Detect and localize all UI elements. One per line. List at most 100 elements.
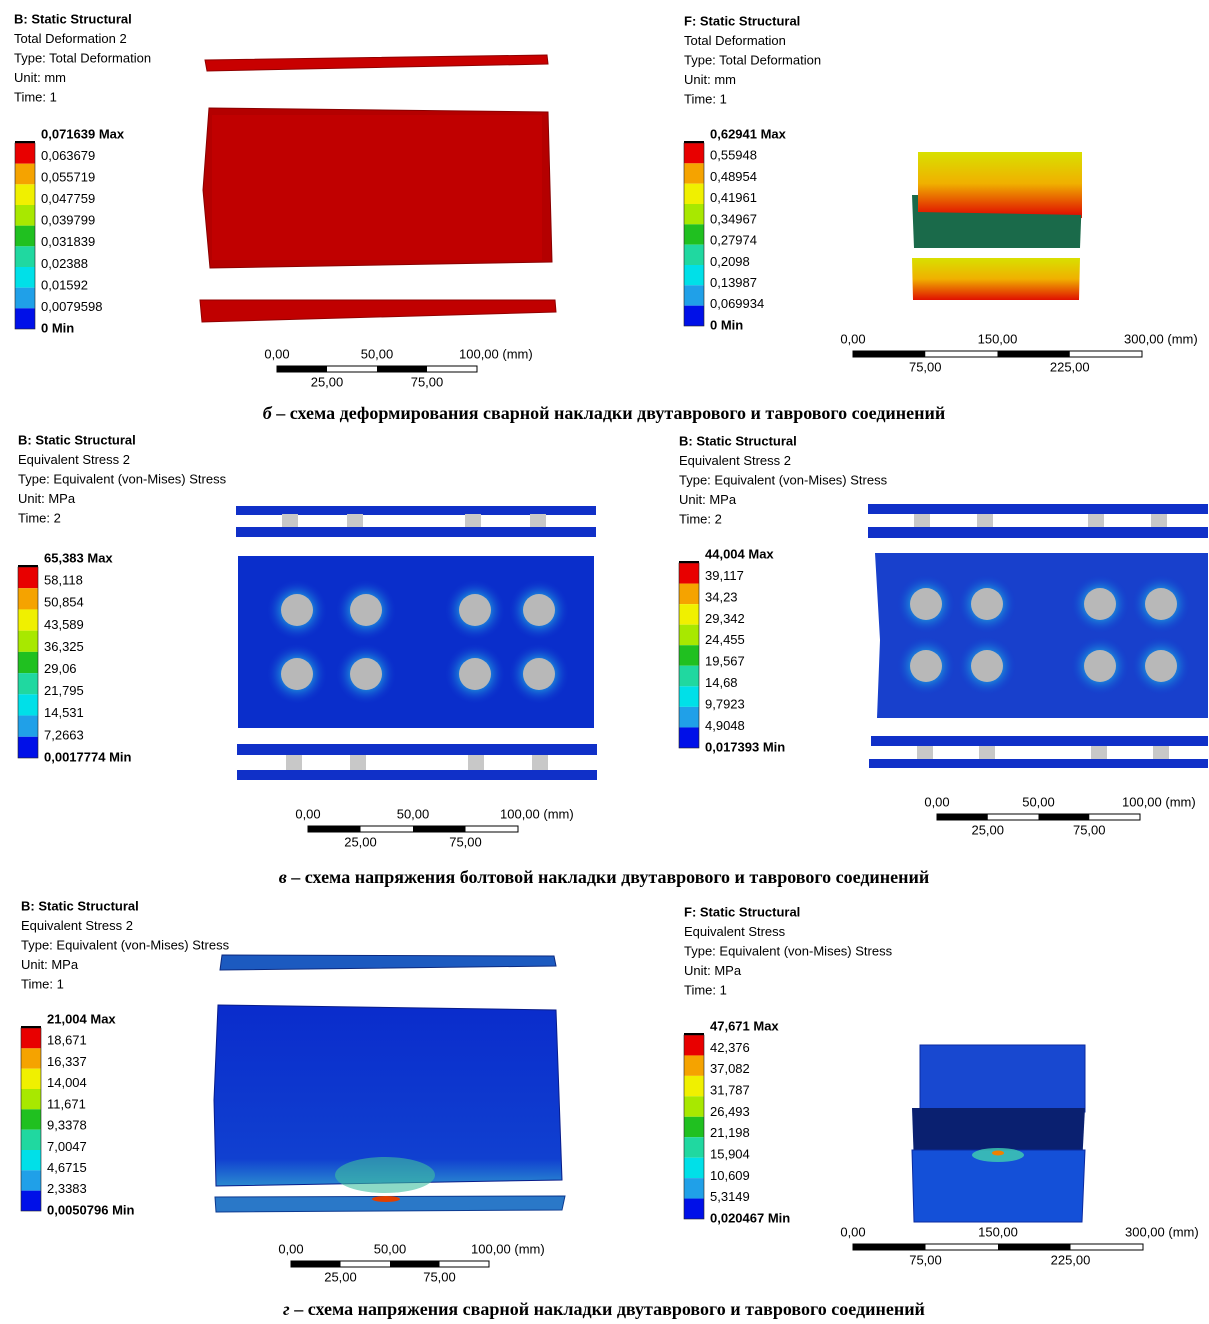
legend-label: 0,13987: [710, 275, 757, 290]
model-part: [237, 744, 597, 755]
legend-label: 0,2098: [710, 254, 750, 269]
legend-label: 0,047759: [41, 191, 95, 206]
scale-label: 75,00: [1073, 822, 1106, 837]
legend-label: 43,589: [44, 617, 84, 632]
legend-label: 0,0017774 Min: [44, 749, 132, 764]
legend-color: [18, 631, 38, 652]
scale-label: 0,00: [924, 794, 949, 809]
scale-segment: [277, 366, 327, 372]
panel-time: Time: 2: [18, 510, 61, 525]
panel-title: F: Static Structural: [684, 904, 800, 919]
legend-label: 36,325: [44, 639, 84, 654]
legend-color: [21, 1191, 41, 1211]
legend-color: [18, 673, 38, 694]
panel-type: Type: Equivalent (von-Mises) Stress: [679, 472, 888, 487]
bolt-hole: [281, 658, 313, 690]
model-part: [920, 1045, 1085, 1112]
scale-label: 100,00 (mm): [500, 806, 574, 821]
caption: б – схема деформирования сварной накладк…: [263, 403, 946, 423]
bolt: [350, 755, 366, 770]
legend-label: 24,455: [705, 632, 745, 647]
legend-color: [684, 1199, 704, 1219]
caption: г – схема напряжения сварной накладки дв…: [283, 1299, 925, 1319]
bolt-hole: [1084, 588, 1116, 620]
scale-label: 25,00: [344, 834, 377, 849]
legend-color: [684, 224, 704, 244]
legend-label: 0,02388: [41, 256, 88, 271]
legend-color: [684, 1055, 704, 1075]
legend-label: 0,55948: [710, 148, 757, 163]
scale-label: 100,00 (mm): [471, 1241, 545, 1256]
legend-color: [15, 308, 35, 329]
bolt-hole: [281, 594, 313, 626]
scale-label: 75,00: [411, 374, 444, 389]
scale-label: 300,00 (mm): [1124, 331, 1198, 346]
bolt: [1153, 746, 1169, 759]
model-part: [220, 955, 556, 970]
panel-type: Type: Total Deformation: [14, 50, 151, 65]
panel-time: Time: 1: [684, 91, 727, 106]
bolt: [282, 514, 298, 528]
bolt: [1088, 514, 1104, 528]
legend-label: 7,0047: [47, 1139, 87, 1154]
legend-color: [18, 694, 38, 715]
legend-color: [679, 666, 699, 687]
bolt-hole: [1145, 588, 1177, 620]
scale-label: 50,00: [397, 806, 430, 821]
bolt-hole: [523, 594, 555, 626]
legend-label: 0,069934: [710, 296, 764, 311]
legend-label: 7,2663: [44, 727, 84, 742]
legend-label: 0,41961: [710, 190, 757, 205]
legend-label: 0,0050796 Min: [47, 1202, 135, 1217]
legend-label: 11,671: [47, 1096, 86, 1111]
bolt: [532, 755, 548, 770]
legend-label: 5,3149: [710, 1189, 750, 1204]
model-part: [236, 527, 596, 537]
legend-label: 0,020467 Min: [710, 1210, 790, 1225]
panel-unit: Unit: MPa: [679, 492, 737, 507]
legend-color: [679, 604, 699, 625]
panel-result: Equivalent Stress 2: [679, 453, 791, 468]
scale-label: 0,00: [295, 806, 320, 821]
caption-text: – схема деформирования сварной накладки …: [272, 403, 946, 423]
bolt-hole: [1145, 650, 1177, 682]
legend-color: [21, 1130, 41, 1150]
scale-label: 50,00: [361, 346, 394, 361]
panel-time: Time: 1: [684, 982, 727, 997]
bolt-hole: [459, 594, 491, 626]
model-part: [237, 770, 597, 780]
bolt-hole: [459, 658, 491, 690]
legend-label: 14,68: [705, 675, 738, 690]
scale-label: 300,00 (mm): [1125, 1224, 1199, 1239]
bolt: [465, 514, 481, 528]
legend-label: 34,23: [705, 589, 738, 604]
panel-time: Time: 1: [14, 89, 57, 104]
panel-title: F: Static Structural: [684, 13, 800, 28]
legend-color: [18, 716, 38, 737]
legend-label: 26,493: [710, 1104, 750, 1119]
legend-color: [684, 306, 704, 326]
scale-label: 75,00: [449, 834, 482, 849]
legend-color: [684, 1035, 704, 1055]
panel-type: Type: Total Deformation: [684, 52, 821, 67]
scale-segment: [308, 826, 361, 832]
scale-label: 75,00: [909, 1252, 942, 1267]
model-part: [869, 759, 1208, 768]
legend-label: 0,039799: [41, 213, 95, 228]
model-part: [205, 55, 548, 71]
legend-label: 0 Min: [710, 317, 743, 332]
legend-label: 4,6715: [47, 1160, 87, 1175]
scale-label: 50,00: [374, 1241, 407, 1256]
scale-label: 25,00: [971, 822, 1004, 837]
legend-label: 9,3378: [47, 1118, 87, 1133]
panel-time: Time: 1: [21, 976, 64, 991]
bolt-hole: [1084, 650, 1116, 682]
panel-type: Type: Equivalent (von-Mises) Stress: [684, 943, 893, 958]
bolt-hole: [910, 588, 942, 620]
legend-color: [684, 1137, 704, 1157]
scale-label: 75,00: [423, 1269, 456, 1284]
model-part: [868, 527, 1208, 538]
legend-color: [679, 625, 699, 646]
legend-color: [15, 143, 35, 164]
scale-label: 0,00: [840, 1224, 865, 1239]
